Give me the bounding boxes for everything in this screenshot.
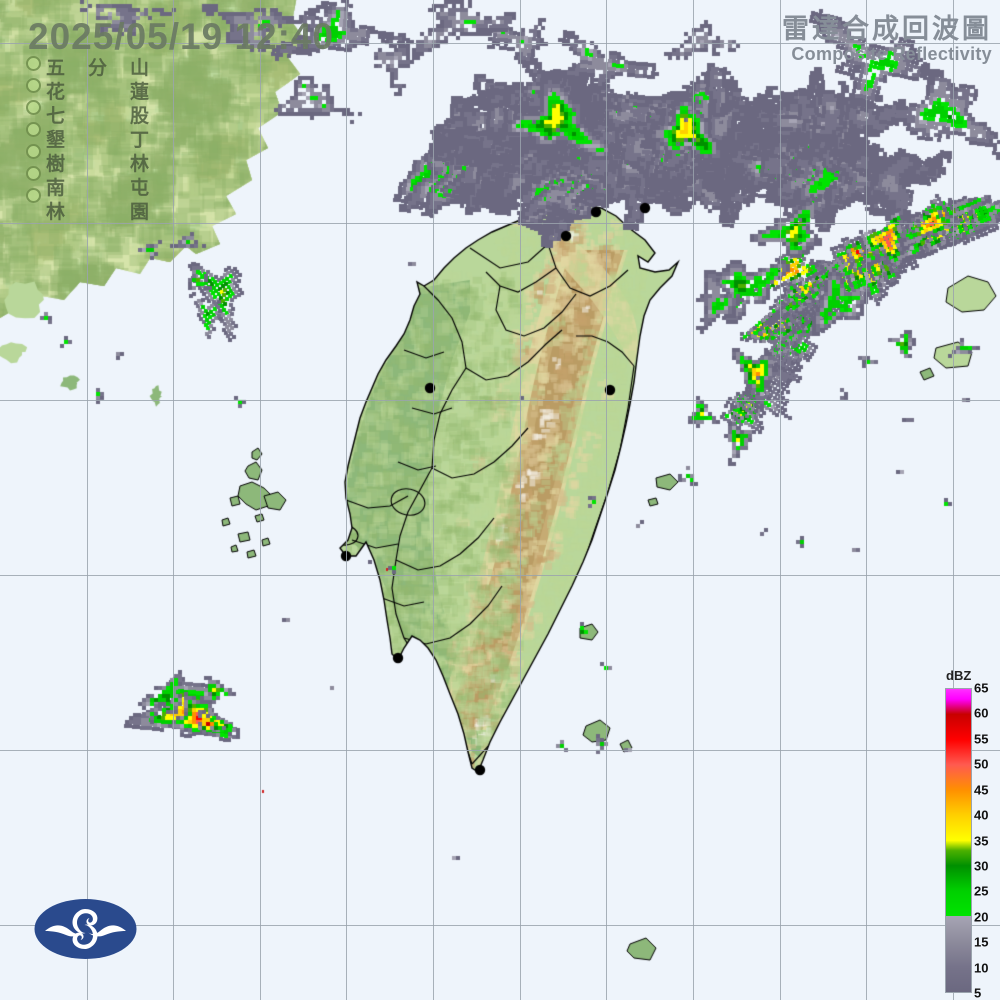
station-name-char: 五 [46, 57, 66, 79]
station-name-char: 蓮 [130, 81, 150, 103]
station-name-char: 林 [46, 201, 66, 223]
station-circle-icon [26, 122, 41, 137]
station-name-char: 山 [130, 57, 150, 79]
logo-ellipse [34, 899, 137, 959]
station-name-char: 林 [130, 153, 150, 175]
grid-line-vertical-6 [606, 0, 607, 1000]
radar-station-legend: 五花七墾樹南林 分 山蓮股丁林屯園 [26, 56, 156, 224]
station-name-char: 花 [46, 81, 66, 103]
station-circle-icon [26, 188, 41, 203]
station-name-char [88, 128, 114, 152]
colorbar-tick-20: 20 [974, 909, 989, 925]
logo-wave-icon [45, 909, 126, 949]
grid-line-vertical-7 [693, 0, 694, 1000]
colorbar-tick-30: 30 [974, 858, 989, 874]
colorbar-tick-25: 25 [974, 883, 989, 899]
reflectivity-colorbar: dBZ 65 60 55 50 45 40 35 30 25 20 15 10 5 [926, 668, 1000, 1000]
timestamp-label: 2025/05/19 12:40 [28, 16, 335, 57]
station-name-char: 墾 [46, 129, 66, 151]
station-circle-icon [26, 56, 41, 71]
grid-line-vertical-10 [953, 0, 954, 1000]
grid-line-horizontal-4 [0, 750, 1000, 751]
station-name-char [88, 152, 114, 176]
colorbar-tick-10: 10 [974, 960, 989, 976]
grid-line-vertical-3 [346, 0, 347, 1000]
grid-line-horizontal-1 [0, 223, 1000, 224]
station-circle-icon [26, 78, 41, 93]
grid-line-vertical-2 [260, 0, 261, 1000]
station-name-char: 股 [130, 105, 150, 127]
station-name-char: 樹 [46, 153, 66, 175]
colorbar-tick-40: 40 [974, 807, 989, 823]
station-marker-column [26, 56, 41, 224]
colorbar-tick-35: 35 [974, 833, 989, 848]
station-name-char: 屯 [130, 177, 150, 199]
colorbar-tick-50: 50 [974, 756, 989, 772]
product-title: 雷達合成回波圖 Composite Reflectivity [782, 14, 992, 65]
grid-line-vertical-0 [87, 0, 88, 1000]
station-circle-icon [26, 100, 41, 115]
colorbar-tick-55: 55 [974, 731, 989, 747]
station-name-char [88, 80, 114, 104]
colorbar-tick-15: 15 [974, 934, 989, 950]
colorbar-tick-5: 5 [974, 985, 982, 1000]
station-name-char: 南 [46, 177, 66, 199]
station-name-char: 園 [130, 201, 150, 223]
station-name-char [88, 104, 114, 128]
grid-line-horizontal-5 [0, 925, 1000, 926]
station-name-char [88, 176, 114, 200]
grid-line-vertical-5 [520, 0, 521, 1000]
station-name-char: 分 [88, 57, 108, 79]
grid-line-horizontal-3 [0, 575, 1000, 576]
station-name-char: 丁 [130, 129, 150, 151]
station-circle-icon [26, 166, 41, 181]
product-title-zh: 雷達合成回波圖 [782, 14, 992, 45]
station-name-char: 七 [46, 105, 66, 127]
colorbar-gradient [945, 688, 972, 993]
station-name-column-1: 五花七墾樹南林 [46, 56, 72, 224]
grid-line-horizontal-0 [0, 43, 1000, 44]
grid-line-vertical-4 [433, 0, 434, 1000]
station-name-char [88, 200, 114, 224]
grid-line-vertical-1 [173, 0, 174, 1000]
product-title-en: Composite Reflectivity [791, 44, 992, 65]
grid-line-vertical-9 [866, 0, 867, 1000]
colorbar-tick-65: 65 [974, 680, 989, 696]
colorbar-tick-labels: 65 60 55 50 45 40 35 30 25 20 15 10 5 [974, 681, 1000, 1000]
station-circle-icon [26, 144, 41, 159]
station-name-column-2: 分 [88, 56, 114, 224]
cwa-logo [34, 899, 137, 959]
colorbar-tick-45: 45 [974, 782, 989, 798]
colorbar-tick-60: 60 [974, 705, 989, 721]
colorbar-unit-label: dBZ [946, 668, 972, 683]
station-name-column-3: 山蓮股丁林屯園 [130, 56, 156, 224]
grid-line-vertical-8 [780, 0, 781, 1000]
grid-line-horizontal-2 [0, 400, 1000, 401]
